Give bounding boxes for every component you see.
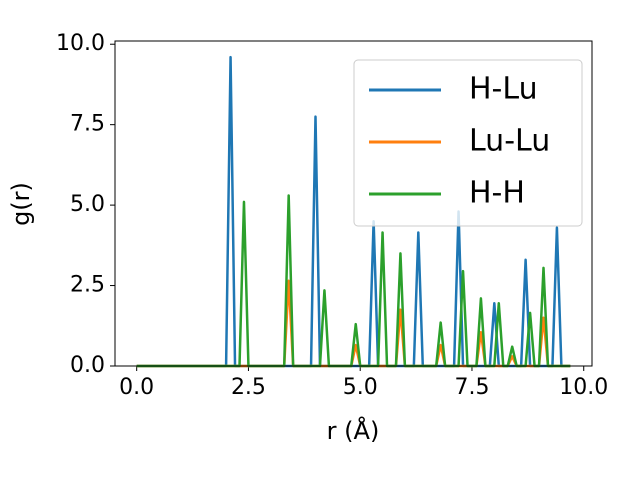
x-tick-label: 0.0 xyxy=(119,375,154,400)
x-tick-label: 5.0 xyxy=(343,375,378,400)
x-tick-label: 2.5 xyxy=(231,375,266,400)
legend-label: H-H xyxy=(469,176,525,211)
y-tick-label: 0.0 xyxy=(70,353,105,378)
y-axis-label: g(r) xyxy=(7,182,35,226)
y-tick-label: 10.0 xyxy=(56,31,105,56)
y-tick-label: 7.5 xyxy=(70,112,105,137)
x-tick-label: 7.5 xyxy=(454,375,489,400)
legend-label: H-Lu xyxy=(469,72,538,107)
legend-box xyxy=(353,59,583,227)
y-tick-label: 2.5 xyxy=(70,273,105,298)
x-tick-label: 10.0 xyxy=(559,375,608,400)
axes-frame xyxy=(114,40,593,367)
y-tick-label: 5.0 xyxy=(70,192,105,217)
x-axis-label: r (Å) xyxy=(327,416,380,445)
legend-label: Lu-Lu xyxy=(469,124,550,159)
